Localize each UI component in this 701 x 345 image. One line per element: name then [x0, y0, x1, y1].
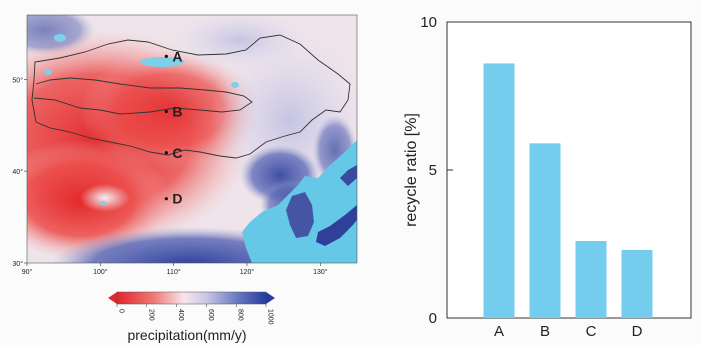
- bar-chart: 0 5 10 A B C D recycle ratio [%]: [403, 14, 692, 340]
- x-tick-label: B: [540, 323, 550, 340]
- y-axis-ticks: 0 5 10: [420, 14, 453, 327]
- lon-tick-label: 90°: [22, 268, 33, 276]
- colorbar-tick-label: 0: [118, 309, 125, 313]
- colorbar-tick-label: 1000: [267, 309, 274, 325]
- x-tick-label: C: [586, 323, 597, 340]
- map-field: [27, 15, 357, 263]
- site-label-c: C: [172, 145, 182, 161]
- bar-c: [575, 241, 607, 318]
- bar-d: [621, 249, 653, 318]
- site-label-b: B: [172, 103, 182, 119]
- lon-tick-label: 100°: [93, 268, 108, 276]
- bar-b: [529, 143, 561, 318]
- x-tick-label: A: [494, 323, 504, 340]
- site-dot-d: [164, 197, 168, 201]
- lat-tick-label: 40°: [12, 168, 23, 176]
- site-label-d: D: [172, 191, 182, 207]
- site-dot-b: [164, 109, 168, 114]
- site-markers: A B C D: [164, 48, 182, 207]
- y-axis-label: recycle ratio [%]: [403, 113, 420, 227]
- lat-tick-label: 50°: [12, 76, 23, 84]
- bars: [483, 63, 653, 318]
- colorbar-low-arrow: [108, 292, 117, 304]
- latitude-ticks: 50° 40° 30°: [12, 76, 27, 268]
- site-dot-c: [164, 151, 168, 155]
- colorbar-tick-label: 800: [237, 309, 244, 321]
- colorbar-tick-label: 400: [177, 309, 184, 321]
- colorbar-ticks: 0 200 400 600 800 1000: [116, 304, 274, 325]
- lon-tick-label: 120°: [240, 268, 255, 276]
- colorbar-gradient: [116, 291, 267, 305]
- lon-tick-label: 110°: [167, 268, 181, 276]
- x-tick-label: D: [632, 323, 643, 340]
- y-tick-label: 0: [429, 310, 437, 327]
- lake: [140, 57, 184, 67]
- colorbar-tick-label: 200: [147, 309, 154, 321]
- colorbar-tick-label: 600: [207, 309, 214, 321]
- y-tick-label: 10: [420, 14, 437, 31]
- colorbar-high-arrow: [266, 292, 275, 304]
- lat-tick-label: 30°: [12, 260, 23, 268]
- colorbar: 0 200 400 600 800 1000 precipitation(mm/y): [108, 291, 275, 343]
- precipitation-map: 50° 40° 30° 90° 100° 110° 120° 130° A B C D: [12, 14, 358, 276]
- border-line: [31, 34, 351, 159]
- site-label-a: A: [172, 48, 182, 64]
- x-axis-ticks: A B C D: [494, 323, 643, 340]
- colorbar-label: precipitation(mm/y): [127, 327, 246, 343]
- longitude-ticks: 90° 100° 110° 120° 130°: [22, 263, 328, 276]
- bar-a: [483, 63, 515, 318]
- site-dot-a: [164, 54, 168, 58]
- y-tick-label: 5: [429, 162, 437, 179]
- lon-tick-label: 130°: [313, 268, 328, 276]
